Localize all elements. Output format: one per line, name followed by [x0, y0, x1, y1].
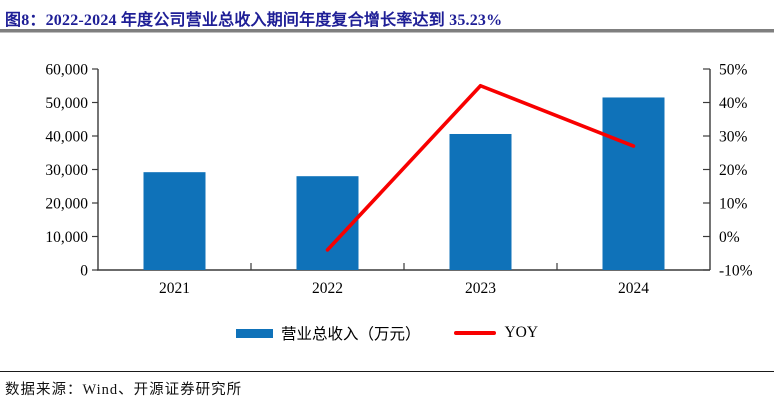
- right-axis-label-0: -10%: [719, 263, 753, 280]
- revenue-yoy-chart: 0 10,000 20,000 30,000 40,000 50,000 60,000 -10…: [45, 62, 753, 298]
- x-axis-label-2023: 2023: [465, 280, 496, 297]
- legend-label-yoy: YOY: [504, 324, 539, 341]
- right-axis-label-3: 20%: [719, 162, 748, 179]
- right-axis-label-6: 50%: [719, 62, 748, 79]
- figure-title: 图8：2022-2024 年度公司营业总收入期间年度复合增长率达到 35.23%: [5, 12, 503, 29]
- left-axis-label-3: 30,000: [45, 162, 88, 179]
- legend-item-revenue: 营业总收入（万元）: [235, 322, 421, 344]
- yoy-line-swatch-icon: [454, 331, 497, 335]
- source-divider: [0, 371, 774, 372]
- bar-2021: [143, 172, 206, 270]
- left-axis-label-6: 60,000: [45, 62, 88, 79]
- x-axis-label-2021: 2021: [159, 280, 190, 297]
- legend-item-yoy: YOY: [454, 324, 538, 342]
- legend-label-revenue: 营业总收入（万元）: [280, 326, 421, 343]
- bar-2023: [449, 133, 512, 270]
- title-divider: [0, 29, 774, 33]
- right-axis-label-2: 10%: [719, 196, 748, 213]
- left-axis-label-1: 10,000: [45, 229, 88, 246]
- bar-2024: [602, 97, 665, 270]
- data-source-note: 数据来源：Wind、开源证券研究所: [5, 382, 243, 398]
- left-axis-label-0: 0: [80, 263, 88, 280]
- right-axis-label-5: 40%: [719, 95, 748, 112]
- chart-area: 0 10,000 20,000 30,000 40,000 50,000 60,000 -10…: [0, 55, 774, 305]
- left-axis-label-4: 40,000: [45, 129, 88, 146]
- x-axis-label-2022: 2022: [312, 280, 343, 297]
- right-axis-label-1: 0%: [719, 229, 740, 246]
- x-axis-label-2024: 2024: [618, 280, 649, 297]
- left-axis-label-5: 50,000: [45, 95, 88, 112]
- left-axis-label-2: 20,000: [45, 196, 88, 213]
- revenue-bar-swatch-icon: [235, 328, 273, 338]
- chart-legend: 营业总收入（万元） YOY: [0, 322, 774, 344]
- yoy-line: [325, 83, 636, 252]
- bar-2022: [296, 176, 359, 270]
- right-axis-label-4: 30%: [719, 129, 748, 146]
